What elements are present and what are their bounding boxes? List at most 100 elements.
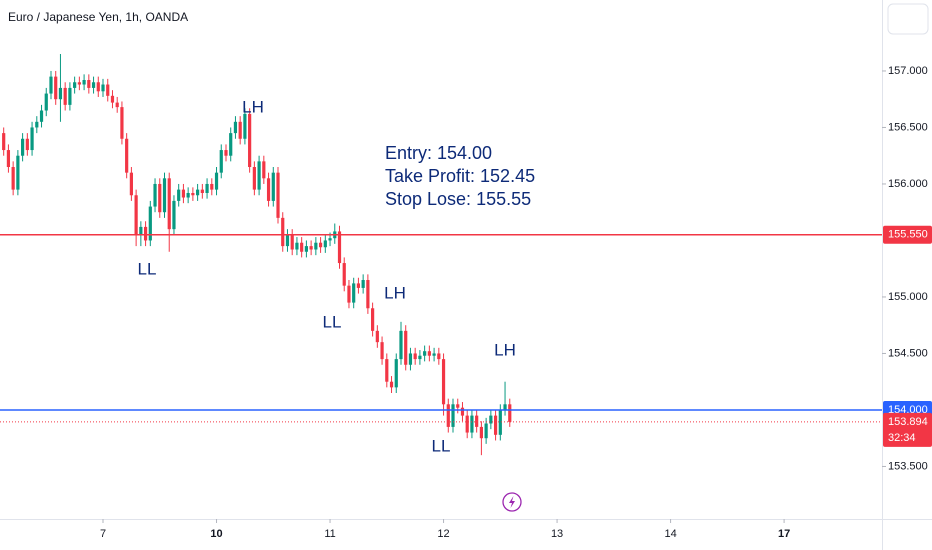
- candle-body: [120, 107, 124, 139]
- candle-body: [423, 351, 427, 356]
- last-price-bg: [883, 412, 932, 447]
- candle-body: [91, 82, 96, 88]
- candle-body: [276, 172, 280, 218]
- candle-body: [205, 183, 209, 194]
- candle-body: [191, 193, 195, 196]
- candle-body: [44, 93, 48, 111]
- candle-body: [101, 84, 105, 92]
- x-tick-label: 17: [778, 528, 790, 540]
- chart-title: Euro / Japanese Yen, 1h, OANDA: [8, 10, 188, 24]
- swing-label: LL: [432, 436, 451, 455]
- candle-body: [399, 330, 403, 360]
- candle-body: [295, 242, 299, 250]
- x-tick-label: 12: [437, 528, 449, 540]
- trade-note: Take Profit: 152.45: [385, 166, 535, 186]
- candle-body: [493, 415, 498, 435]
- candle-body: [356, 283, 361, 288]
- trade-note: Stop Lose: 155.55: [385, 189, 531, 209]
- swing-label: LL: [323, 312, 342, 331]
- candle-body: [177, 189, 181, 201]
- candle-body: [347, 285, 351, 303]
- candle-body: [96, 82, 100, 92]
- candle-body: [21, 138, 25, 156]
- candle-body: [503, 404, 507, 410]
- candle-body: [300, 242, 304, 252]
- candle-body: [39, 110, 44, 122]
- candle-body: [233, 121, 238, 134]
- x-tick-label: 10: [210, 528, 222, 540]
- candle-body: [77, 82, 81, 85]
- candle-body: [49, 76, 53, 94]
- candle-body: [2, 133, 6, 151]
- candle-body: [309, 246, 313, 250]
- candle-body: [162, 178, 167, 213]
- candle-body: [394, 359, 398, 388]
- candle-body: [25, 138, 29, 151]
- candle-body: [375, 330, 379, 343]
- candle-body: [210, 183, 214, 190]
- candle-body: [73, 82, 77, 88]
- candle-body: [148, 206, 152, 241]
- candle-body: [413, 353, 417, 360]
- candle-body: [257, 161, 261, 190]
- swing-label: LL: [138, 259, 157, 278]
- candle-body: [342, 263, 346, 286]
- candle-body: [290, 234, 294, 250]
- candle-body: [224, 150, 228, 156]
- candle-body: [432, 353, 436, 356]
- candle-body: [229, 133, 233, 156]
- candle-body: [304, 246, 308, 252]
- price-label: 155.550: [888, 229, 928, 241]
- last-price-label: 153.894: [888, 416, 928, 428]
- candle-body: [252, 167, 256, 190]
- candle-body: [238, 121, 242, 139]
- x-tick-label: 13: [551, 528, 563, 540]
- candle-body: [6, 150, 11, 168]
- y-tick-label: 156.000: [888, 178, 928, 190]
- candle-body: [285, 234, 290, 247]
- candle-body: [219, 150, 223, 173]
- candle-body: [470, 415, 474, 433]
- candle-body: [129, 172, 133, 196]
- candle-body: [281, 217, 285, 247]
- candle-body: [314, 242, 318, 250]
- price-label-bg: [883, 225, 932, 244]
- y-tick-label: 157.000: [888, 65, 928, 77]
- candle-body: [385, 359, 389, 382]
- candle-body: [16, 155, 20, 190]
- candle-body: [408, 353, 413, 365]
- candle-body: [484, 423, 488, 439]
- candle-body: [167, 178, 171, 230]
- candle-body: [82, 80, 86, 85]
- candle-body: [418, 355, 422, 360]
- x-tick-label: 14: [664, 528, 676, 540]
- candle-body: [110, 95, 115, 103]
- candle-body: [479, 426, 483, 439]
- swing-label: LH: [494, 340, 516, 359]
- swing-label: LH: [384, 283, 406, 302]
- candle-body: [508, 404, 512, 422]
- swing-label: LH: [242, 97, 264, 116]
- candle-body: [243, 113, 247, 139]
- y-tick-label: 155.000: [888, 291, 928, 303]
- countdown-label: 32:34: [888, 432, 916, 444]
- candle-body: [181, 189, 186, 198]
- candle-body: [63, 87, 67, 105]
- candle-body: [366, 280, 370, 309]
- candle-body: [352, 283, 356, 303]
- menu-button[interactable]: [887, 3, 929, 35]
- candle-body: [143, 226, 148, 241]
- candle-body: [115, 102, 119, 108]
- candle-body: [465, 415, 469, 433]
- candle-body: [186, 193, 190, 198]
- candle-body: [437, 353, 441, 360]
- candle-body: [427, 351, 431, 356]
- candle-body: [200, 189, 204, 194]
- candle-body: [158, 183, 162, 213]
- trade-note: Entry: 154.00: [385, 143, 492, 163]
- candle-body: [318, 242, 323, 248]
- candle-body: [489, 415, 493, 424]
- candle-body: [389, 381, 394, 388]
- candle-body: [456, 404, 460, 408]
